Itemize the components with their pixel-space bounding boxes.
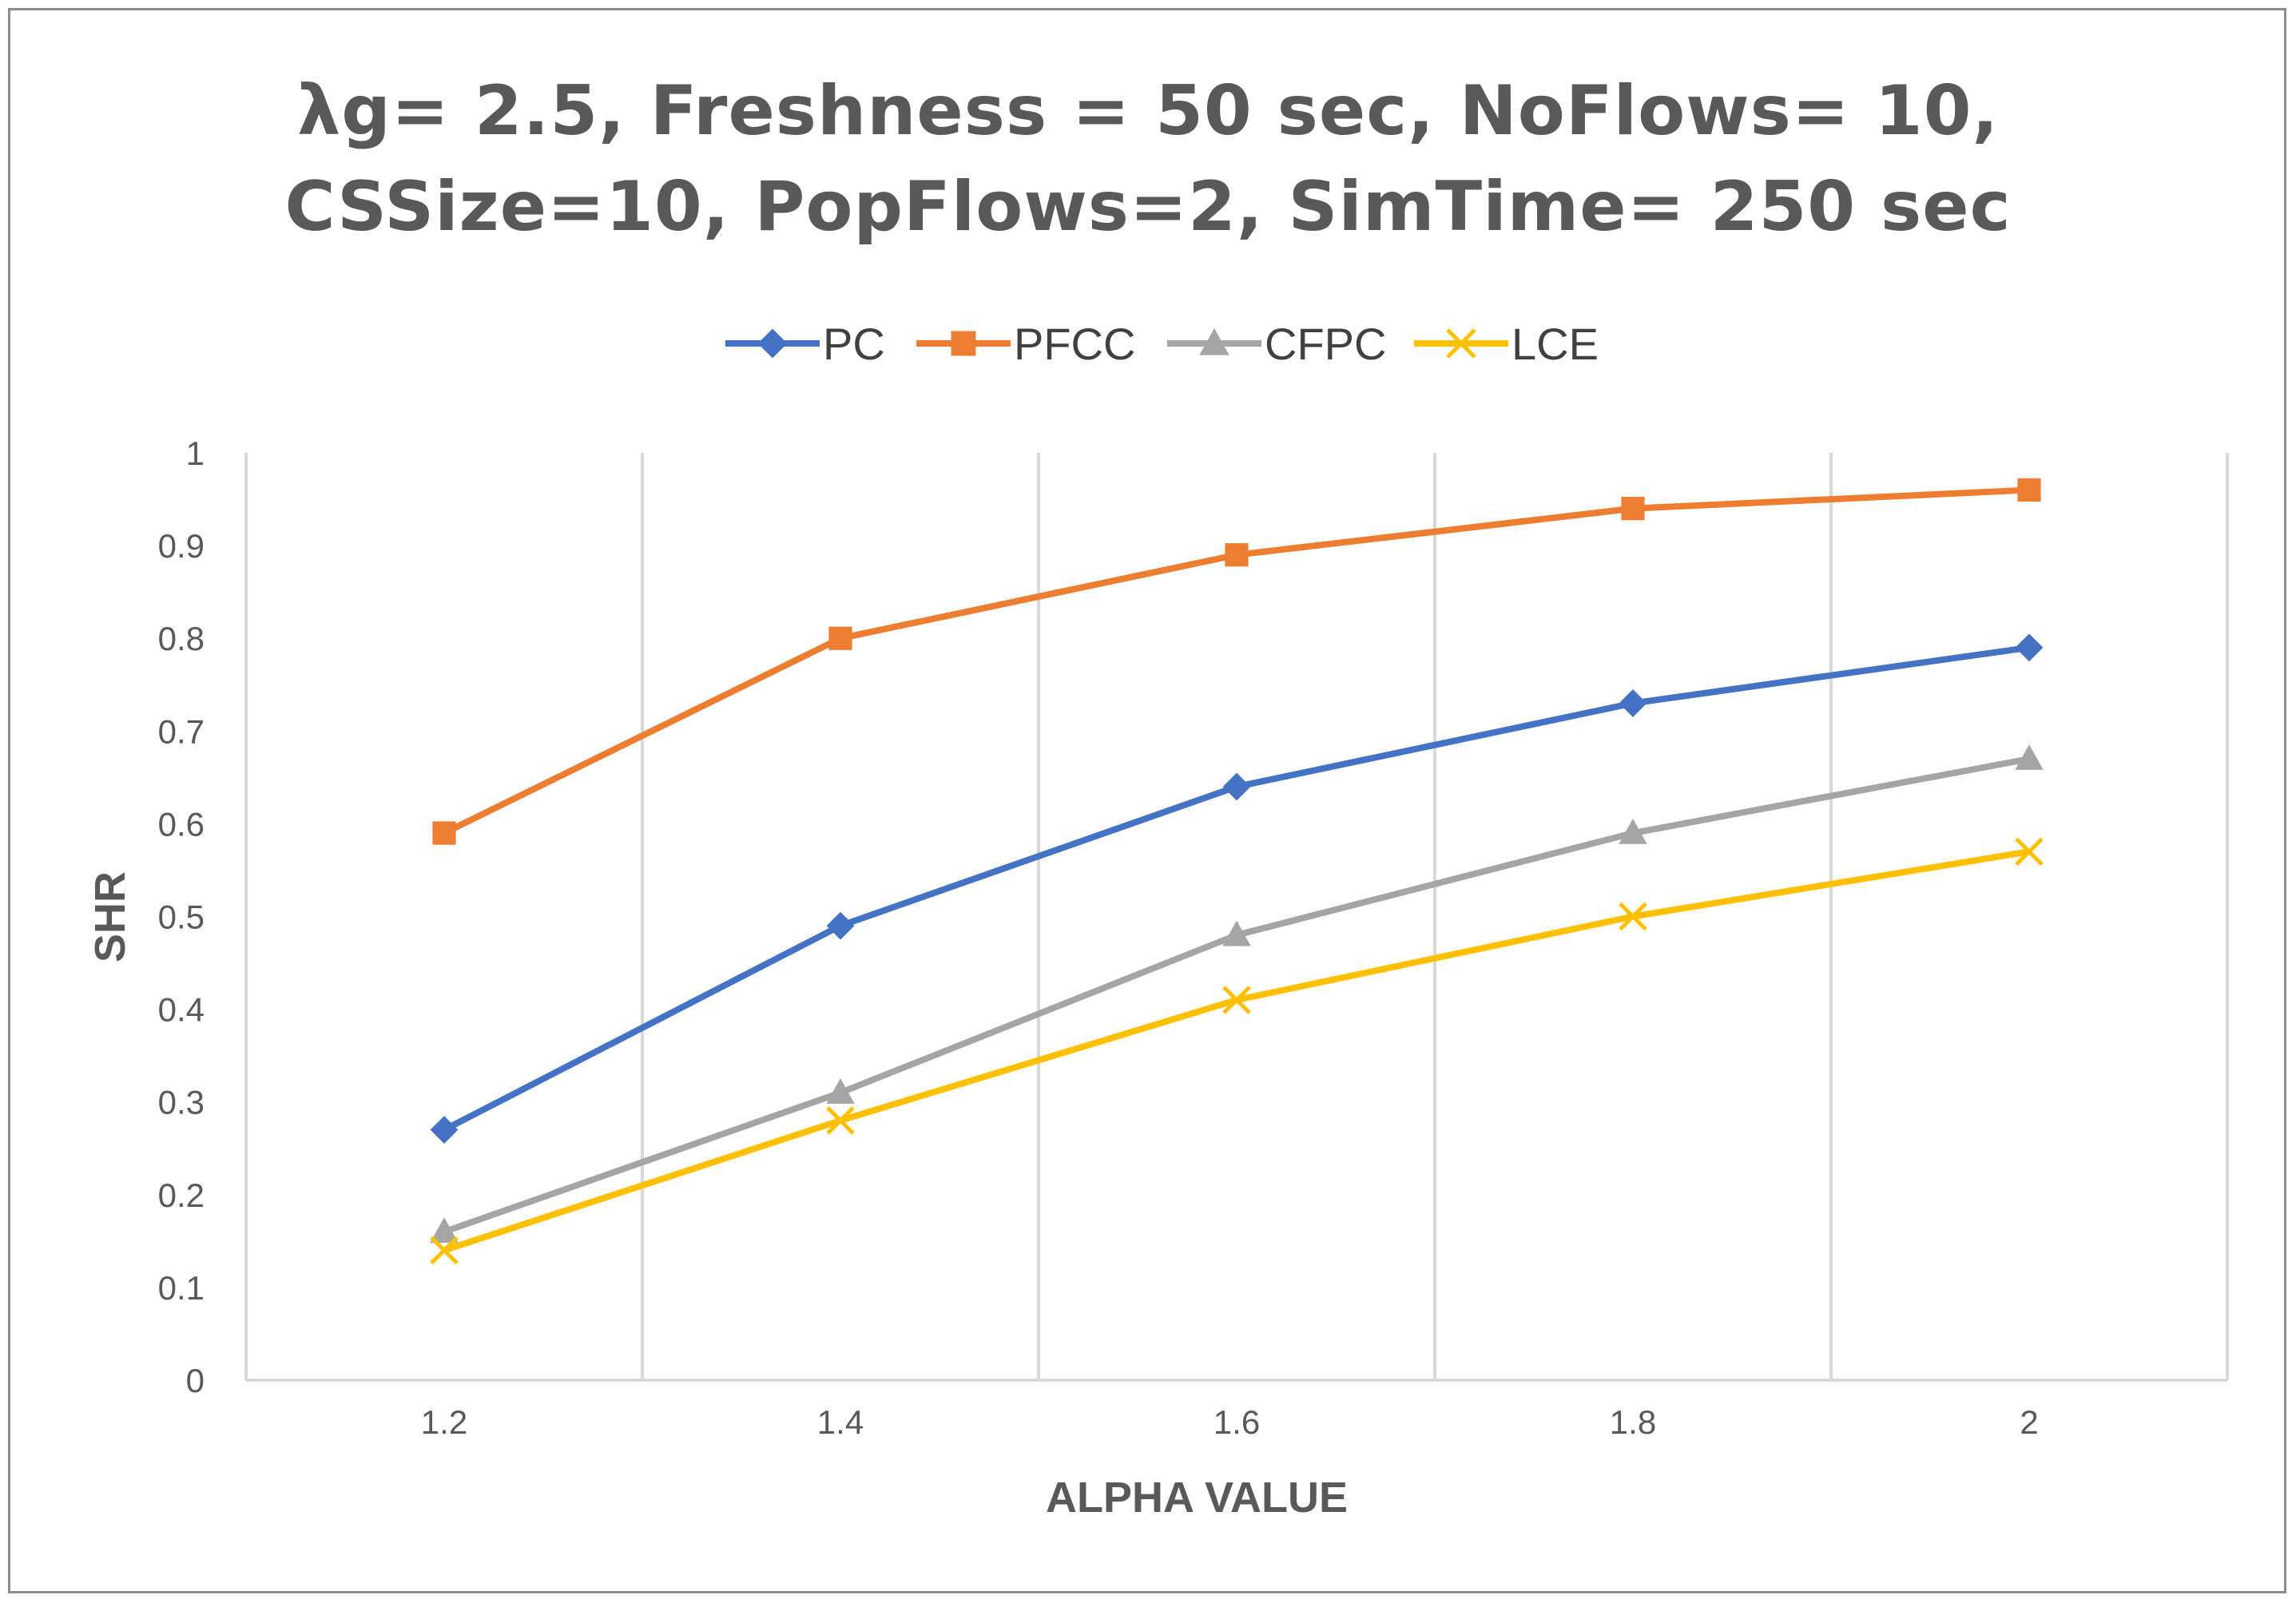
- legend-item-pc: PC: [725, 319, 885, 369]
- legend-item-pfcc: PFCC: [916, 319, 1135, 369]
- data-point-cfpc: [826, 1078, 855, 1104]
- legend-label-pfcc: PFCC: [1014, 319, 1135, 369]
- data-point-pfcc: [2017, 478, 2041, 502]
- y-tick-label: 0.8: [158, 620, 205, 657]
- series-group: [430, 478, 2044, 1265]
- data-point-pfcc: [1225, 543, 1249, 567]
- chart-title-line-2: CSSize=10, PopFlows=2, SimTime= 250 sec: [284, 167, 2011, 247]
- data-point-cfpc: [430, 1217, 459, 1244]
- legend-item-lce: LCE: [1414, 319, 1599, 369]
- legend-item-cfpc: CFPC: [1167, 319, 1386, 369]
- data-point-pc: [430, 1116, 459, 1144]
- x-tick-label: 1.2: [421, 1403, 467, 1441]
- series-line-lce: [441, 848, 2032, 1254]
- data-point-lce: [1619, 902, 1647, 931]
- legend-label-cfpc: CFPC: [1265, 319, 1386, 369]
- x-tick-label: 1.6: [1214, 1403, 1260, 1441]
- y-tick-label: 0: [186, 1362, 205, 1399]
- y-tick-label: 0.2: [158, 1176, 205, 1214]
- legend-marker-lce: [1446, 328, 1476, 359]
- x-tick-label: 2: [2020, 1403, 2038, 1441]
- y-tick-label: 0.1: [158, 1269, 205, 1307]
- y-tick-label: 0.6: [158, 805, 205, 843]
- data-point-lce: [826, 1106, 855, 1135]
- series-cfpc: [430, 744, 2044, 1244]
- y-tick-label: 0.5: [158, 899, 205, 936]
- data-point-pc: [2015, 633, 2044, 662]
- series-pfcc: [432, 478, 2041, 845]
- data-point-pc: [1222, 772, 1251, 801]
- x-axis-tick-labels: 1.2 1.4 1.6 1.8 2: [421, 1403, 2039, 1441]
- legend-label-pc: PC: [823, 319, 885, 369]
- chart-title-line-1: λg= 2.5, Freshness = 50 sec, NoFlows= 10…: [297, 71, 1999, 151]
- series-line-cfpc: [441, 756, 2032, 1236]
- legend-marker-cfpc: [1199, 327, 1229, 355]
- data-point-cfpc: [1619, 818, 1647, 844]
- legend-label-lce: LCE: [1511, 319, 1599, 369]
- y-tick-label: 0.9: [158, 527, 205, 565]
- data-point-lce: [430, 1236, 459, 1265]
- legend-marker-pc: [757, 328, 788, 359]
- y-tick-label: 0.7: [158, 712, 205, 750]
- y-axis-title: SHR: [86, 871, 134, 962]
- data-point-pfcc: [432, 821, 456, 845]
- x-tick-label: 1.8: [1610, 1403, 1656, 1441]
- y-axis-tick-labels: 0 0.1 0.2 0.3 0.4 0.5 0.6 0.7 0.8 0.9 1: [158, 434, 205, 1399]
- data-point-cfpc: [2015, 744, 2044, 770]
- chart-frame: [8, 8, 2286, 1593]
- data-point-pfcc: [1621, 497, 1645, 521]
- data-point-cfpc: [1222, 920, 1251, 946]
- x-tick-label: 1.4: [817, 1403, 864, 1441]
- legend-marker-pfcc: [951, 331, 976, 356]
- y-tick-label: 0.3: [158, 1084, 205, 1121]
- legend: PC PFCC CFPC LCE: [725, 319, 1599, 369]
- data-point-pc: [1619, 689, 1647, 717]
- series-pc: [430, 633, 2044, 1144]
- y-tick-label: 0.4: [158, 991, 205, 1029]
- x-axis-title: ALPHA VALUE: [1046, 1474, 1348, 1522]
- chart-title: λg= 2.5, Freshness = 50 sec, NoFlows= 10…: [284, 71, 2011, 247]
- y-tick-label: 1: [186, 434, 205, 472]
- data-point-pfcc: [828, 626, 852, 650]
- data-point-pc: [826, 911, 855, 940]
- data-point-lce: [2015, 837, 2044, 866]
- grid: [244, 453, 2229, 1380]
- data-point-lce: [1222, 986, 1251, 1014]
- series-lce: [430, 837, 2044, 1265]
